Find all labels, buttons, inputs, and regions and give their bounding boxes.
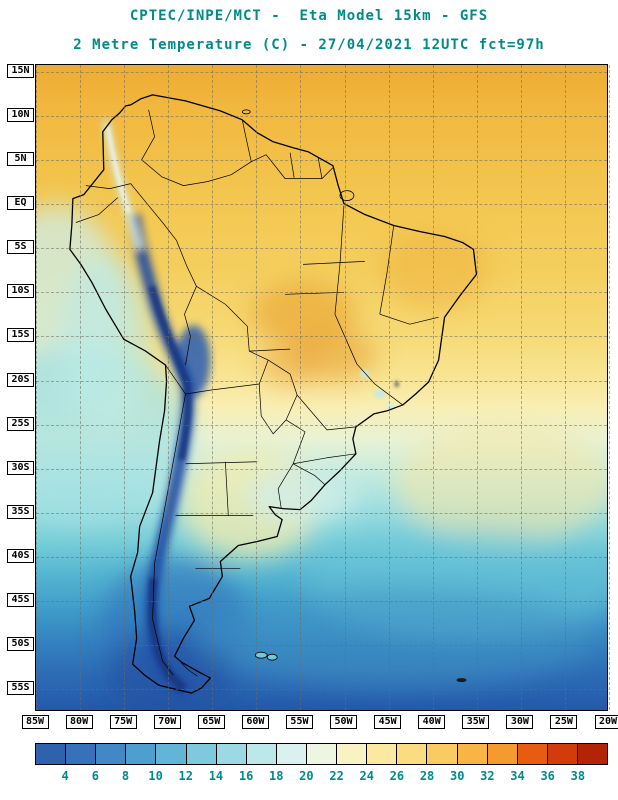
lat-label-55S: 55S <box>7 681 34 696</box>
colorbar-segment-15 <box>487 744 518 764</box>
colorbar-tick-20: 20 <box>299 769 314 783</box>
latitude-axis: 15N 10N 5N EQ 5S 10S 15S 20S 25S 30S 35S 40S 45S 50S 5… <box>5 64 34 711</box>
colorbar-segment-16 <box>517 744 548 764</box>
lon-label-50W: 50W <box>330 715 358 729</box>
lon-label-30W: 30W <box>506 715 534 729</box>
colorbar-segment-14 <box>457 744 488 764</box>
lat-label-EQ: EQ <box>7 196 34 211</box>
colorbar-tick-32: 32 <box>480 769 495 783</box>
colorbar-segment-8 <box>276 744 307 764</box>
country-borders <box>75 109 439 677</box>
colorbar-segment-13 <box>427 744 458 764</box>
lon-label-40W: 40W <box>418 715 446 729</box>
lat-label-30S: 30S <box>7 460 34 475</box>
colorbar-tick-4: 4 <box>61 769 69 783</box>
lon-label-20W: 20W <box>594 715 618 729</box>
lon-label-25W: 25W <box>550 715 578 729</box>
colorbar-segment-10 <box>337 744 368 764</box>
colorbar-tick-34: 34 <box>510 769 525 783</box>
colorbar-tick-labels: 4 6 8 10 12 14 16 18 20 22 24 26 28 30 32 34 36 38 <box>35 769 608 785</box>
lat-label-35S: 35S <box>7 504 34 519</box>
temperature-colorbar <box>35 743 608 765</box>
colorbar-tick-22: 22 <box>329 769 344 783</box>
colorbar-tick-24: 24 <box>359 769 374 783</box>
lon-label-35W: 35W <box>462 715 490 729</box>
lat-label-5S: 5S <box>7 240 34 255</box>
colorbar-segment-1 <box>66 744 97 764</box>
colorbar-segment-2 <box>96 744 127 764</box>
colorbar-segment-3 <box>126 744 157 764</box>
page-title: CPTEC/INPE/MCT - Eta Model 15km - GFS <box>129 8 489 24</box>
map-frame <box>35 64 610 711</box>
colorbar-segment-18 <box>577 744 608 764</box>
colorbar-segment-4 <box>156 744 187 764</box>
gridline-lon-20W <box>609 65 610 710</box>
colorbar-tick-28: 28 <box>419 769 435 783</box>
colorbar-segment-11 <box>367 744 398 764</box>
colorbar-segment-17 <box>547 744 578 764</box>
colorbar-segment-9 <box>306 744 338 764</box>
coastline <box>69 94 478 694</box>
colorbar-tick-8: 8 <box>121 769 130 783</box>
colorbar-tick-14: 14 <box>208 769 224 783</box>
lon-label-75W: 75W <box>109 715 137 729</box>
lat-label-45S: 45S <box>7 592 34 607</box>
colorbar-tick-18: 18 <box>269 769 284 783</box>
lon-label-45W: 45W <box>374 715 402 729</box>
page-subtitle: 2 Metre Temperature (C) - 27/04/2021 12U… <box>73 37 545 53</box>
colorbar-tick-16: 16 <box>238 769 254 783</box>
colorbar-tick-30: 30 <box>449 769 465 783</box>
lat-label-10S: 10S <box>7 284 34 299</box>
colorbar-tick-6: 6 <box>91 769 99 783</box>
colorbar-segment-12 <box>397 744 428 764</box>
lat-label-50S: 50S <box>7 637 34 651</box>
longitude-axis: 85W 80W 75W 70W 65W 60W 55W 50W 45W 40W 35W 30W 25W 2… <box>21 715 618 731</box>
lat-label-15S: 15S <box>7 328 34 343</box>
lat-label-25S: 25S <box>7 416 34 431</box>
cold-core-details <box>106 126 399 692</box>
colorbar-tick-36: 36 <box>540 769 555 783</box>
lon-label-70W: 70W <box>153 715 181 729</box>
lat-label-15N: 15N <box>7 64 34 78</box>
lat-label-40S: 40S <box>7 548 34 563</box>
colorbar-segment-5 <box>186 744 217 764</box>
colorbar-segment-6 <box>216 744 247 764</box>
colorbar-segment-7 <box>246 744 277 764</box>
lon-label-85W: 85W <box>21 715 49 729</box>
colorbar-tick-26: 26 <box>389 769 405 783</box>
colorbar-tick-38: 38 <box>570 769 586 783</box>
lat-label-10N: 10N <box>7 108 34 123</box>
temperature-field-map <box>36 65 607 710</box>
lon-label-65W: 65W <box>197 715 225 729</box>
colorbar-tick-12: 12 <box>178 769 193 783</box>
lon-label-55W: 55W <box>285 715 313 729</box>
colorbar-segment-0 <box>36 744 67 764</box>
colorbar-tick-10: 10 <box>148 769 163 783</box>
lon-label-80W: 80W <box>65 715 93 729</box>
lon-label-60W: 60W <box>241 715 269 729</box>
lat-label-5N: 5N <box>7 152 34 167</box>
lat-label-20S: 20S <box>7 372 34 387</box>
islands <box>241 109 467 683</box>
